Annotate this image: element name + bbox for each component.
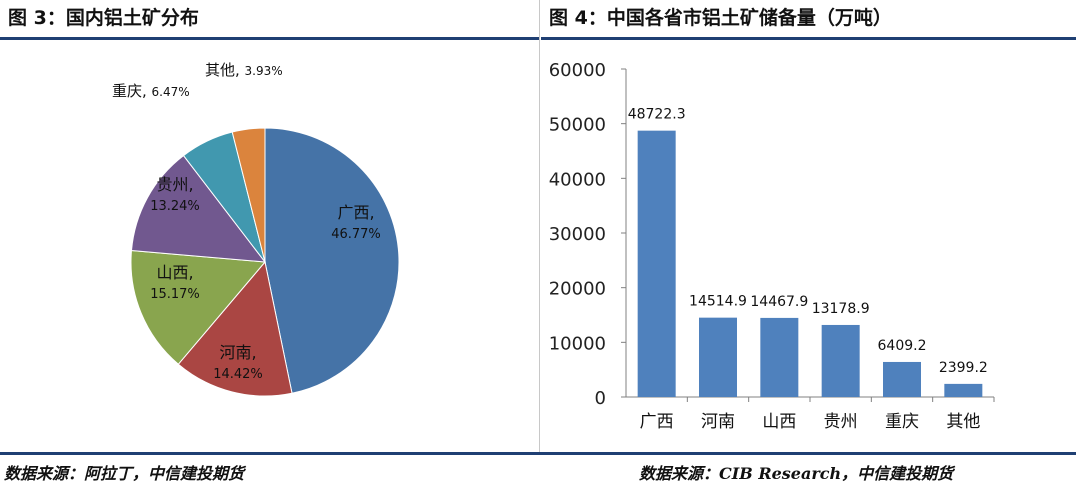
bar-0	[637, 130, 676, 397]
pie-slice-percent: 14.42%	[213, 367, 263, 382]
x-tick-label: 山西	[762, 412, 796, 432]
x-tick-label: 广西	[640, 412, 674, 432]
pie-slice-percent: 6.47%	[152, 85, 190, 99]
y-tick-label: 50000	[549, 115, 606, 136]
pie-slice-percent: 46.77%	[331, 227, 381, 242]
panel-divider	[539, 0, 540, 453]
pie-slice-percent: 15.17%	[150, 287, 200, 302]
y-tick-label: 40000	[549, 169, 606, 190]
bar-5	[944, 383, 983, 397]
bar-value-label: 13178.9	[812, 301, 870, 317]
title-rule	[0, 37, 539, 40]
x-tick-label: 其他	[946, 412, 980, 432]
pie-slice-label: 河南,	[219, 343, 256, 362]
pie-slice-0	[264, 127, 400, 394]
pie-slice-label: 广西,	[337, 203, 374, 222]
pie-slice-percent: 13.24%	[150, 199, 200, 214]
pie-source-note: 数据来源：阿拉丁，中信建投期货	[4, 464, 245, 483]
bar-chart: 0 10000 20000 30000 40000 50000 60000 48722.3 广西…	[549, 60, 995, 432]
pie-slice-2	[130, 250, 267, 365]
y-tick-label: 20000	[549, 279, 606, 300]
pie-slice-1	[177, 260, 293, 397]
bar-value-label: 14514.9	[689, 294, 747, 310]
pie-figure-title: 图 3：国内铝土矿分布	[8, 7, 199, 29]
pie-slice-label: 山西,	[156, 263, 193, 282]
bar-value-label: 14467.9	[750, 294, 808, 310]
y-tick-label: 0	[595, 388, 606, 409]
x-tick-label: 贵州	[824, 412, 858, 432]
y-tick-label: 60000	[549, 60, 606, 81]
pie-slice-label: 其他, 3.93%	[205, 61, 283, 79]
bar-value-label: 2399.2	[939, 360, 988, 376]
y-tick-label: 10000	[549, 333, 606, 354]
pie-slice-label: 贵州,	[156, 175, 193, 194]
bar-value-label: 48722.3	[628, 107, 686, 123]
pie-chart-area: 广西, 46.77% 河南, 14.42% 山西, 15.17% 贵州, 13.24% 重庆, …	[0, 40, 539, 453]
x-tick-label: 重庆	[885, 412, 919, 432]
bottom-rule	[0, 452, 1076, 455]
bar-2	[760, 317, 799, 397]
pie-slice-3	[130, 154, 267, 263]
bar-source-note: 数据来源：CIB Research，中信建投期货	[639, 464, 954, 483]
bar-4	[883, 361, 921, 397]
pie-slice-5	[231, 127, 266, 263]
bar-1	[699, 317, 737, 397]
bar-3	[821, 324, 860, 397]
y-tick-label: 30000	[549, 224, 606, 245]
bar-figure-title: 图 4：中国各省市铝土矿储备量（万吨）	[549, 7, 892, 29]
x-tick-label: 河南	[701, 412, 735, 432]
pie-slice-percent: 3.93%	[245, 64, 283, 78]
bar-chart-area: 0 10000 20000 30000 40000 50000 60000 48722.3 广西…	[541, 40, 1076, 453]
title-rule	[541, 37, 1076, 40]
bar-value-label: 6409.2	[878, 338, 927, 354]
pie-chart: 广西, 46.77% 河南, 14.42% 山西, 15.17% 贵州, 13.24% 重庆, …	[112, 61, 400, 397]
pie-slice-label: 重庆, 6.47%	[112, 82, 190, 100]
